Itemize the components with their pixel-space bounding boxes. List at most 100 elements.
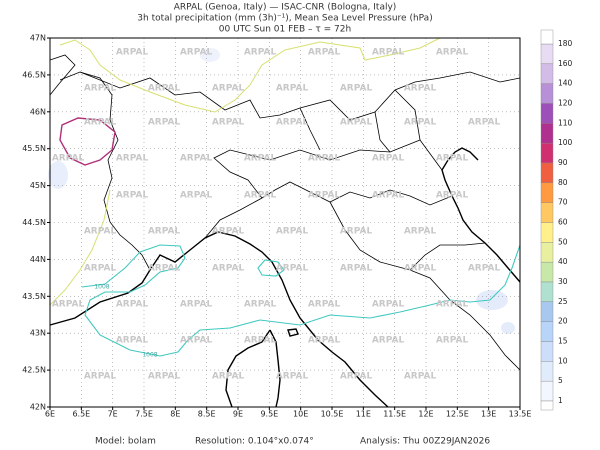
watermark: ARPAL bbox=[372, 300, 405, 310]
watermark: ARPAL bbox=[276, 118, 309, 128]
colorbar-cell bbox=[540, 242, 554, 263]
watermark: ARPAL bbox=[180, 300, 213, 310]
watermark: ARPAL bbox=[340, 227, 373, 237]
watermark: ARPAL bbox=[116, 154, 149, 164]
watermark: ARPAL bbox=[148, 227, 181, 237]
watermark: ARPAL bbox=[244, 336, 277, 346]
title-line: 3h total precipitation (mm (3h)⁻¹), Mean… bbox=[137, 14, 432, 24]
colorbar-label: 70 bbox=[558, 198, 568, 207]
watermark: ARPAL bbox=[372, 48, 405, 58]
y-tick-label: 46.5N bbox=[22, 70, 46, 79]
colorbar-cell bbox=[540, 83, 554, 104]
colorbar-cell bbox=[540, 43, 554, 65]
analysis: Analysis: Thu 00Z29JAN2026 bbox=[360, 437, 490, 447]
colorbar-cell bbox=[540, 361, 554, 382]
colorbar-cap bbox=[540, 400, 554, 411]
colorbar-label: 140 bbox=[558, 79, 573, 88]
watermark: ARPAL bbox=[308, 300, 341, 310]
colorbar-label: 50 bbox=[558, 237, 568, 246]
x-tick-label: 9.5E bbox=[260, 410, 278, 419]
colorbar-cell bbox=[540, 103, 554, 124]
colorbar-label: 25 bbox=[558, 297, 568, 306]
border bbox=[299, 89, 421, 153]
y-tick-label: 45.5N bbox=[22, 144, 46, 153]
watermark: ARPAL bbox=[404, 84, 437, 94]
colorbar-cell bbox=[540, 63, 554, 84]
precip-area bbox=[476, 290, 508, 310]
isobar bbox=[49, 189, 111, 306]
x-tick-label: 10E bbox=[293, 410, 308, 419]
watermark: ARPAL bbox=[212, 372, 245, 382]
title-line: ARPAL (Genoa, Italy) — ISAC-CNR (Bologna… bbox=[174, 3, 397, 13]
watermark: ARPAL bbox=[468, 118, 501, 128]
watermark: ARPAL bbox=[468, 264, 501, 274]
x-tick-label: 11E bbox=[356, 410, 371, 419]
watermark: ARPAL bbox=[84, 84, 117, 94]
x-tick-label: 8.5E bbox=[198, 410, 216, 419]
watermark: ARPAL bbox=[148, 264, 181, 274]
colorbar-cell bbox=[540, 162, 554, 184]
watermark: ARPAL bbox=[148, 118, 181, 128]
watermark: ARPAL bbox=[340, 264, 373, 274]
watermark: ARPAL bbox=[212, 84, 245, 94]
watermark: ARPAL bbox=[244, 191, 277, 201]
watermark: ARPAL bbox=[436, 336, 469, 346]
x-tick-label: 7E bbox=[108, 410, 118, 419]
watermark: ARPAL bbox=[84, 372, 117, 382]
x-tick-label: 10.5E bbox=[321, 410, 344, 419]
colorbar-label: 180 bbox=[558, 39, 573, 48]
watermark: ARPAL bbox=[404, 264, 437, 274]
model: Model: bolam bbox=[95, 437, 156, 447]
watermark: ARPAL bbox=[276, 84, 309, 94]
colorbar-cell bbox=[540, 202, 554, 223]
colorbar-label: 10 bbox=[558, 356, 568, 365]
watermark: ARPAL bbox=[404, 118, 437, 128]
watermark: ARPAL bbox=[116, 191, 149, 201]
border bbox=[329, 201, 521, 371]
watermark: ARPAL bbox=[116, 48, 149, 58]
precip-area bbox=[200, 48, 220, 62]
colorbar-label: 80 bbox=[558, 178, 568, 187]
watermark: ARPAL bbox=[212, 227, 245, 237]
watermark: ARPAL bbox=[276, 227, 309, 237]
map-background bbox=[50, 38, 520, 407]
y-tick-label: 44.5N bbox=[22, 218, 46, 227]
colorbar-label: 110 bbox=[558, 118, 573, 127]
y-tick-label: 45N bbox=[30, 181, 46, 190]
colorbar-cell bbox=[540, 222, 554, 243]
x-tick-label: 8E bbox=[170, 410, 180, 419]
y-tick-label: 43.5N bbox=[22, 292, 46, 301]
colorbar-cell bbox=[540, 142, 554, 164]
x-tick-label: 6E bbox=[45, 410, 55, 419]
title-line: 00 UTC Sun 01 FEB – τ = 72h bbox=[219, 25, 351, 35]
watermark: ARPAL bbox=[180, 336, 213, 346]
watermark: ARPAL bbox=[340, 118, 373, 128]
watermark: ARPAL bbox=[436, 191, 469, 201]
lake bbox=[49, 54, 76, 96]
watermark: ARPAL bbox=[180, 154, 213, 164]
colorbar-cell bbox=[540, 321, 554, 342]
colorbar-label: 20 bbox=[558, 317, 568, 326]
resolution: Resolution: 0.104°x0.074° bbox=[195, 437, 314, 447]
watermark: ARPAL bbox=[372, 191, 405, 201]
watermark: ARPAL bbox=[308, 154, 341, 164]
watermark: ARPAL bbox=[436, 48, 469, 58]
watermark: ARPAL bbox=[436, 154, 469, 164]
isobar bbox=[257, 259, 285, 277]
precip-area bbox=[501, 322, 515, 334]
x-tick-label: 7.5E bbox=[135, 410, 153, 419]
watermark: ARPAL bbox=[244, 300, 277, 310]
watermark: ARPAL bbox=[84, 227, 117, 237]
colorbar-cell bbox=[540, 380, 554, 402]
map: 1008 1008 ARPAL ARPAL ARPAL ARPAL ARPAL ARPAL… bbox=[48, 37, 521, 408]
x-tick-label: 11.5E bbox=[383, 410, 406, 419]
colorbar-label: 40 bbox=[558, 257, 568, 266]
watermark: ARPAL bbox=[212, 264, 245, 274]
colorbar-cell bbox=[540, 261, 554, 283]
colorbar-label: 5 bbox=[558, 376, 563, 385]
colorbar-cell bbox=[540, 182, 554, 203]
x-tick-label: 13E bbox=[481, 410, 496, 419]
watermark: ARPAL bbox=[52, 300, 85, 310]
